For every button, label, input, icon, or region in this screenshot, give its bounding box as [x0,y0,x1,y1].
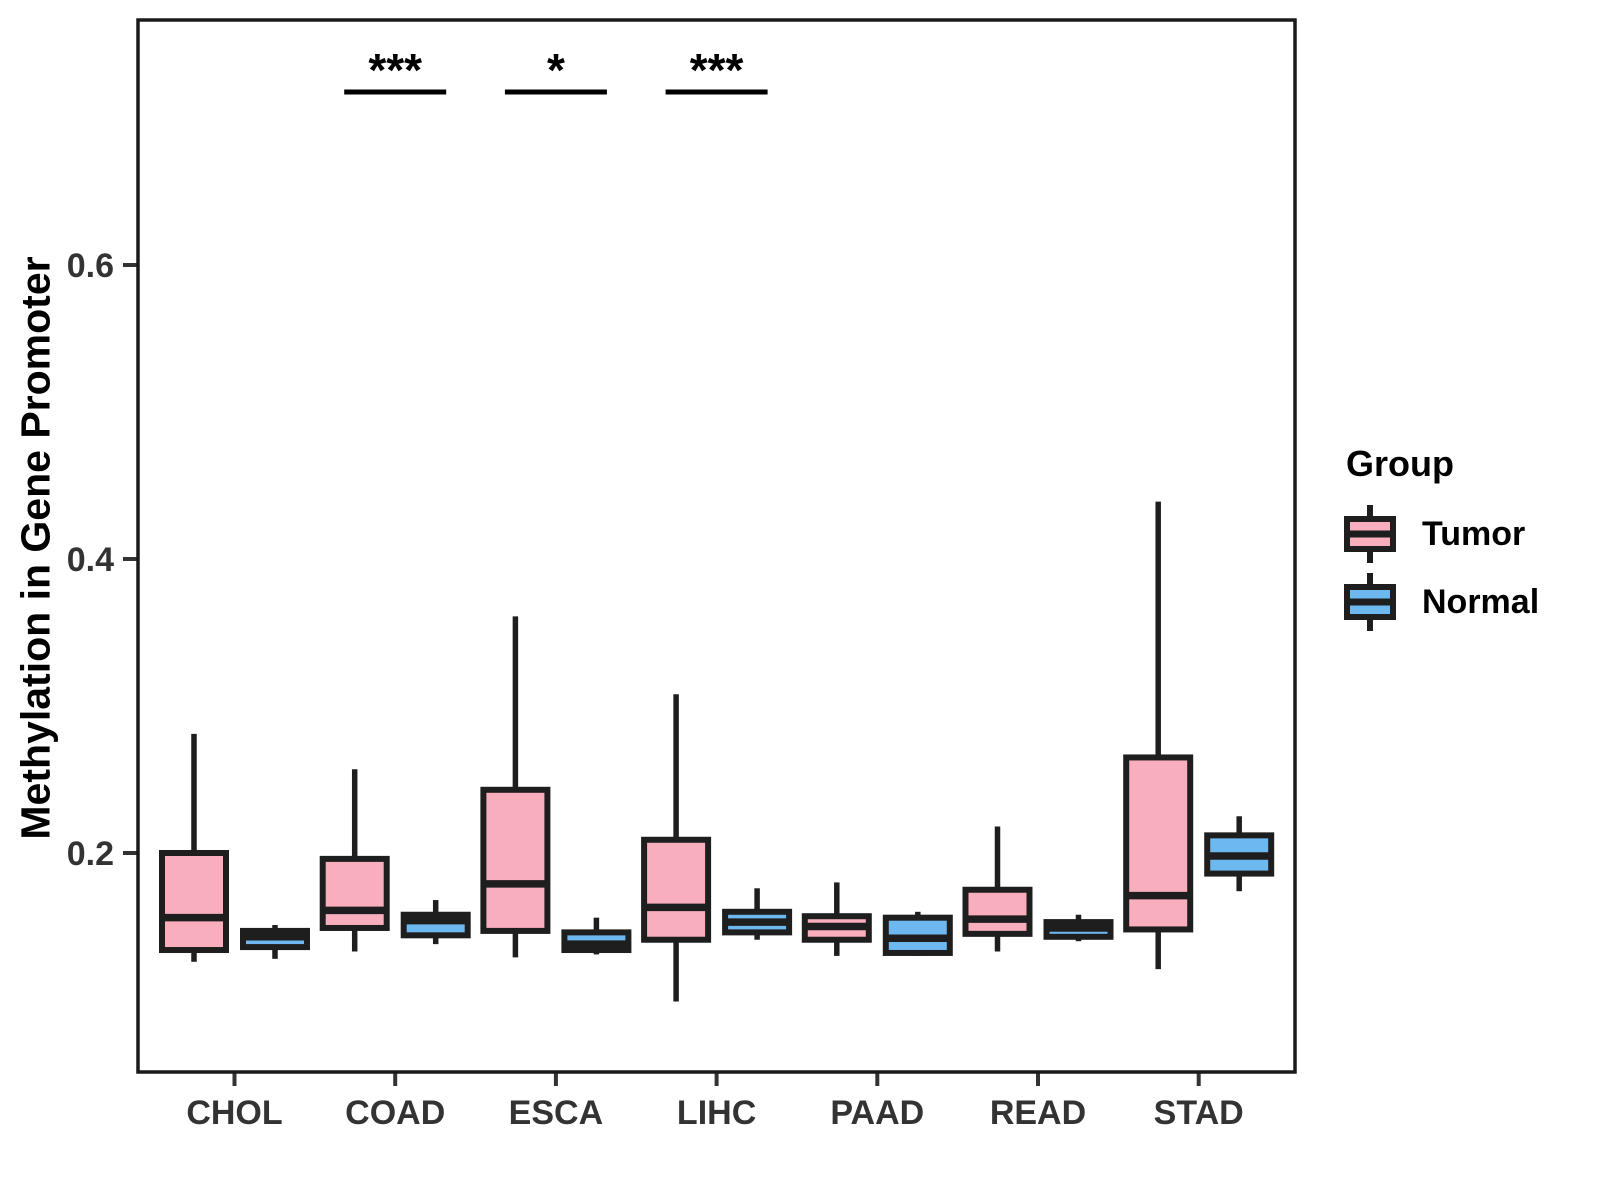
x-category-label: PAAD [830,1094,924,1132]
legend-label-normal: Normal [1422,582,1540,621]
legend-title: Group [1346,443,1454,484]
x-category-label: ESCA [509,1094,603,1132]
significance-label-ESCA: * [547,44,565,96]
legend: Group Tumor Normal [1342,443,1592,639]
box-tumor-READ [962,886,1033,937]
significance-label-LIHC: *** [690,44,744,96]
y-tick-label: 0.4 [67,541,114,579]
panel-border [136,18,1297,1074]
legend-label-tumor: Tumor [1422,514,1526,553]
box-tumor-LIHC [641,836,712,943]
box-tumor-ESCA [480,786,551,934]
box-tumor-STAD [1123,754,1194,933]
y-axis-title: Methylation in Gene Promoter [12,256,59,840]
box-tumor-CHOL [159,850,229,954]
y-tick-label: 0.6 [67,247,114,285]
legend-item-tumor: Tumor [1342,503,1592,565]
significance-label-COAD: *** [368,44,422,96]
normal-boxplot-key-icon [1344,573,1396,631]
tumor-boxplot-key-icon [1344,505,1396,563]
y-tick-label: 0.2 [67,835,114,873]
box-tumor-COAD [319,855,390,931]
legend-item-normal: Normal [1342,571,1592,633]
x-category-label: CHOL [186,1094,282,1132]
x-category-label: COAD [345,1094,445,1132]
x-category-label: STAD [1154,1094,1244,1132]
x-category-label: READ [990,1094,1086,1132]
x-category-label: LIHC [677,1094,756,1132]
